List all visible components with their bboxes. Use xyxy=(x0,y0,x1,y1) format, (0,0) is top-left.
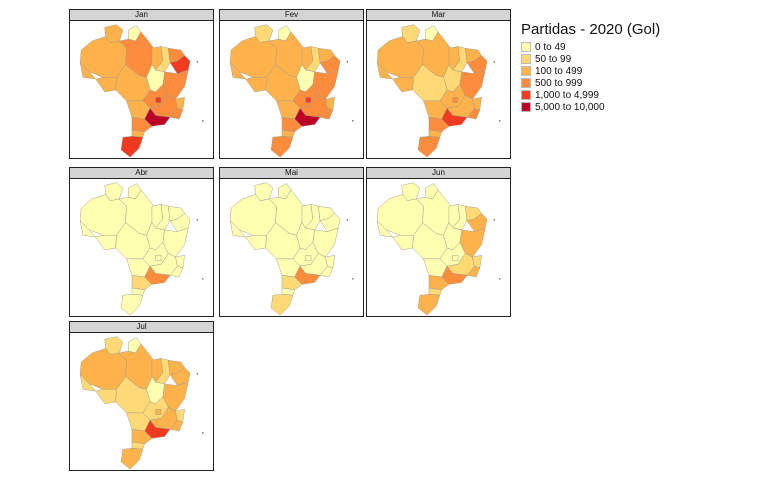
panel-month-label: Jun xyxy=(367,168,510,179)
region-rs xyxy=(120,448,144,470)
region-ro xyxy=(392,235,414,251)
legend-label: 1,000 to 4,999 xyxy=(535,89,599,101)
map-panel-mai: Mai xyxy=(219,167,364,317)
region-rj xyxy=(169,265,184,278)
region-rs xyxy=(270,136,294,158)
legend-swatch xyxy=(521,66,531,76)
legend-swatch xyxy=(521,78,531,88)
region-df xyxy=(155,409,162,415)
island-marker xyxy=(352,120,354,122)
legend-label: 500 to 999 xyxy=(535,77,583,89)
legend-item: 50 to 99 xyxy=(521,53,660,65)
region-rs xyxy=(417,294,441,316)
map-panel-jun: Jun xyxy=(366,167,511,317)
panel-month-label: Mar xyxy=(367,10,510,21)
island-marker xyxy=(196,219,199,221)
region-rj xyxy=(169,419,184,432)
brazil-choropleth-map xyxy=(229,24,354,158)
map-legend: Partidas - 2020 (Gol) 0 to 49 50 to 99 100… xyxy=(521,21,660,113)
map-panel-jul: Jul xyxy=(69,321,214,471)
region-pr xyxy=(131,117,153,132)
region-df xyxy=(452,255,459,261)
region-rs xyxy=(417,136,441,158)
legend-item: 5,000 to 10,000 xyxy=(521,101,660,113)
region-rs xyxy=(120,294,144,316)
region-df xyxy=(452,97,459,103)
region-rj xyxy=(319,265,334,278)
region-pr xyxy=(281,275,303,290)
legend-swatch xyxy=(521,42,531,52)
region-rj xyxy=(466,265,481,278)
region-ro xyxy=(392,77,414,93)
map-panel-abr: Abr xyxy=(69,167,214,317)
region-pr xyxy=(131,429,153,444)
region-rs xyxy=(270,294,294,316)
legend-swatch xyxy=(521,102,531,112)
region-ro xyxy=(95,389,117,405)
brazil-choropleth-map xyxy=(79,336,204,470)
island-marker xyxy=(493,219,496,221)
region-rj xyxy=(169,107,184,120)
legend-label: 50 to 99 xyxy=(535,53,572,65)
region-df xyxy=(155,255,162,261)
island-marker xyxy=(346,219,349,221)
legend-rows: 0 to 49 50 to 99 100 to 499 500 to 999 1,000… xyxy=(521,41,660,113)
legend-label: 100 to 499 xyxy=(535,65,583,77)
island-marker xyxy=(499,120,501,122)
region-rs xyxy=(120,136,144,158)
legend-title: Partidas - 2020 (Gol) xyxy=(521,21,661,38)
panel-month-label: Fev xyxy=(220,10,363,21)
region-df xyxy=(155,97,162,103)
panel-month-label: Jan xyxy=(70,10,213,21)
legend-label: 0 to 49 xyxy=(535,41,566,53)
island-marker xyxy=(202,120,204,122)
region-rj xyxy=(319,107,334,120)
region-df xyxy=(305,255,312,261)
island-marker xyxy=(352,278,354,280)
island-marker xyxy=(202,432,204,434)
brazil-choropleth-map xyxy=(376,24,501,158)
region-pr xyxy=(131,275,153,290)
legend-item: 0 to 49 xyxy=(521,41,660,53)
brazil-choropleth-map xyxy=(79,182,204,316)
region-ro xyxy=(95,235,117,251)
region-pr xyxy=(281,117,303,132)
island-marker xyxy=(196,61,199,63)
region-ro xyxy=(95,77,117,93)
legend-item: 1,000 to 4,999 xyxy=(521,89,660,101)
island-marker xyxy=(202,278,204,280)
region-pr xyxy=(428,275,450,290)
region-ro xyxy=(245,77,267,93)
map-panel-fev: Fev xyxy=(219,9,364,159)
legend-label: 5,000 to 10,000 xyxy=(535,101,605,113)
region-df xyxy=(305,97,312,103)
brazil-choropleth-map xyxy=(229,182,354,316)
legend-swatch xyxy=(521,90,531,100)
panel-month-label: Jul xyxy=(70,322,213,333)
map-panel-mar: Mar xyxy=(366,9,511,159)
island-marker xyxy=(493,61,496,63)
legend-swatch xyxy=(521,54,531,64)
region-ro xyxy=(245,235,267,251)
legend-item: 500 to 999 xyxy=(521,77,660,89)
island-marker xyxy=(196,373,199,375)
brazil-choropleth-map xyxy=(79,24,204,158)
island-marker xyxy=(346,61,349,63)
brazil-choropleth-map xyxy=(376,182,501,316)
legend-item: 100 to 499 xyxy=(521,65,660,77)
region-pr xyxy=(428,117,450,132)
panel-month-label: Mai xyxy=(220,168,363,179)
panel-month-label: Abr xyxy=(70,168,213,179)
region-rj xyxy=(466,107,481,120)
island-marker xyxy=(499,278,501,280)
map-panel-jan: Jan xyxy=(69,9,214,159)
